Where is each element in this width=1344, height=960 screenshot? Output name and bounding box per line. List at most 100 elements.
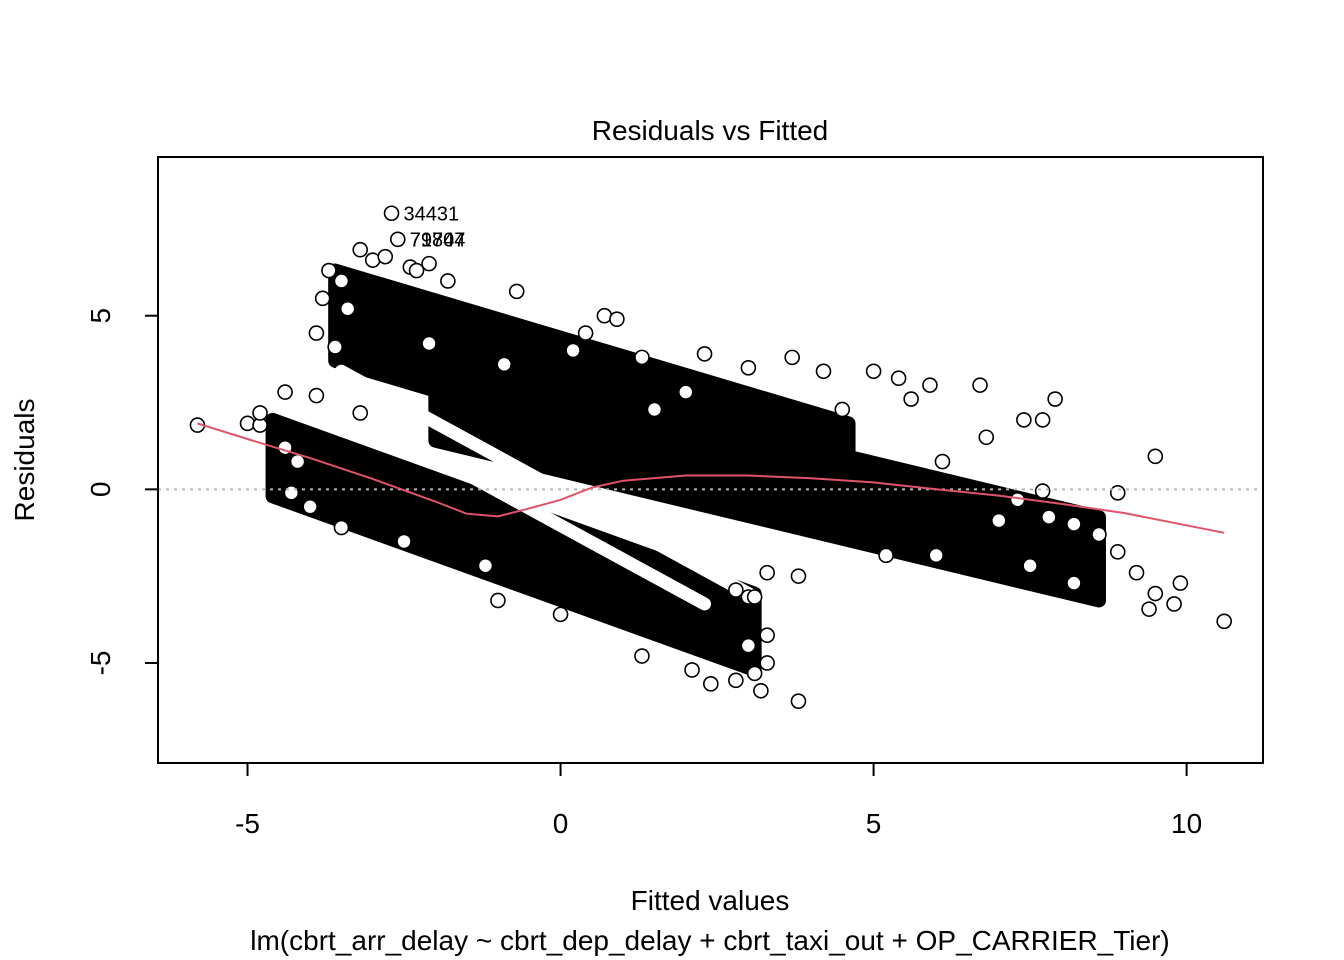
data-point [1147, 448, 1164, 465]
data-point [903, 391, 919, 407]
data-point [352, 241, 369, 258]
data-point [991, 512, 1007, 529]
data-point [252, 405, 268, 421]
data-point [972, 377, 988, 393]
x-tick-label: -5 [235, 808, 260, 839]
y-axis-label: Residuals [9, 399, 40, 522]
x-tick-label: 0 [553, 808, 569, 839]
data-point [421, 335, 437, 352]
data-point [634, 648, 650, 664]
data-point [1022, 557, 1038, 574]
data-point [677, 384, 694, 400]
data-point [496, 356, 513, 373]
data-point [239, 415, 256, 432]
data-point [753, 682, 769, 699]
data-point [759, 655, 775, 671]
data-point [308, 325, 325, 341]
y-axis: -5 0 5 [85, 308, 159, 676]
data-point [696, 346, 713, 362]
data-point [1109, 485, 1126, 501]
data-point [477, 557, 494, 574]
x-axis: -5 0 5 10 [235, 762, 1202, 839]
data-point [746, 589, 763, 605]
data-point [784, 349, 801, 366]
data-point [302, 498, 318, 515]
data-point [1166, 596, 1182, 612]
diagonal-stripe-2 [322, 392, 712, 611]
data-point [740, 359, 757, 376]
diagonal-stripe-1 [334, 364, 762, 604]
data-point [890, 370, 907, 387]
data-point [421, 255, 437, 272]
data-point [508, 283, 525, 300]
point-label: 34431 [404, 203, 460, 225]
data-point [314, 290, 331, 307]
data-point [978, 429, 995, 446]
data-point [1066, 575, 1082, 591]
data-point [790, 693, 807, 709]
data-point [728, 582, 744, 598]
y-tick-label: -5 [85, 651, 116, 676]
data-point [1216, 613, 1232, 630]
x-tick-label: 5 [866, 808, 882, 839]
data-point [389, 231, 406, 248]
data-point [1109, 544, 1126, 560]
data-point [746, 665, 763, 682]
data-point [740, 637, 757, 654]
data-point [327, 339, 343, 355]
data-point [609, 311, 625, 327]
data-point [383, 205, 400, 222]
data-point [922, 377, 938, 393]
data-point [408, 262, 425, 279]
data-point [1047, 391, 1063, 407]
y-tick-label: 5 [85, 308, 116, 324]
data-point [1147, 585, 1164, 602]
data-point [277, 384, 293, 400]
point-band-middle [428, 350, 1106, 608]
data-point [759, 627, 775, 644]
data-point [728, 672, 744, 689]
data-point [1091, 526, 1107, 543]
data-point [283, 485, 300, 501]
data-point [1034, 412, 1051, 428]
data-point [1128, 564, 1145, 581]
data-point [333, 273, 350, 289]
data-point [1066, 516, 1082, 532]
data-point [934, 453, 951, 470]
data-point [396, 533, 412, 550]
data-point [577, 325, 594, 341]
smooth-line [197, 422, 1225, 534]
data-point [790, 568, 807, 584]
point-label: 79707 [410, 229, 466, 251]
data-point [565, 342, 581, 359]
model-formula-subtitle: lm(cbrt_arr_delay ~ cbrt_dep_delay + cbr… [250, 925, 1170, 956]
data-point [321, 262, 337, 279]
data-point [490, 592, 506, 609]
data-point [552, 606, 569, 623]
data-point [815, 363, 832, 380]
data-point [878, 547, 894, 564]
data-point [333, 519, 350, 536]
x-axis-label: Fitted values [631, 885, 790, 916]
y-tick-label: 0 [85, 482, 116, 498]
data-point [1034, 483, 1051, 499]
plot-area [158, 205, 1263, 709]
data-point [1141, 601, 1157, 617]
data-point [308, 387, 325, 404]
data-point [646, 401, 663, 418]
chart-title: Residuals vs Fitted [592, 115, 829, 146]
data-point [352, 405, 369, 421]
data-point [634, 349, 650, 366]
data-point [1172, 575, 1189, 591]
data-point [339, 300, 356, 317]
point-label: 71844 [410, 229, 466, 251]
data-point [928, 547, 944, 564]
data-point [834, 401, 851, 418]
data-point [440, 273, 456, 289]
data-point [1041, 509, 1057, 525]
x-tick-label: 10 [1171, 808, 1202, 839]
data-point [759, 564, 775, 581]
data-point [684, 662, 700, 678]
data-point [865, 363, 882, 380]
